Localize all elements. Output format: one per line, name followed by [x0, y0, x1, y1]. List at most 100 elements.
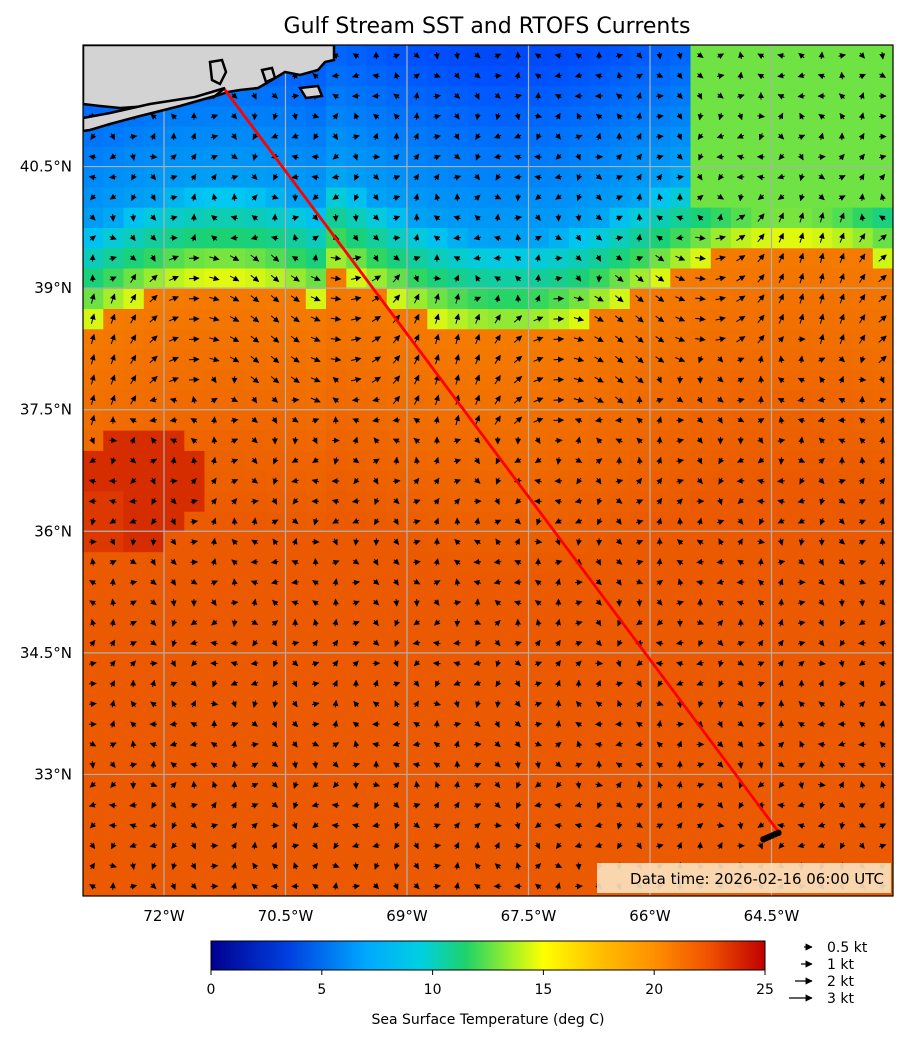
sst-cell [386, 450, 408, 472]
sst-cell [670, 794, 692, 816]
sst-cell [569, 713, 590, 735]
x-tick-label: 70.5°W [258, 907, 314, 925]
sst-cell [204, 430, 226, 451]
sst-cell [488, 288, 509, 309]
sst-cell [305, 632, 327, 654]
sst-cell [143, 247, 165, 269]
sst-cell [285, 105, 307, 127]
sst-cell [670, 45, 692, 66]
current-vector [756, 498, 765, 505]
sst-cell [326, 105, 347, 127]
sst-cell [467, 855, 489, 877]
sst-cell [265, 207, 287, 228]
sst-cell [123, 733, 145, 755]
sst-cell [184, 105, 206, 127]
sst-cell [690, 450, 712, 472]
sst-cell [670, 774, 692, 796]
sst-cell [710, 369, 732, 391]
sst-cell [852, 227, 874, 249]
sst-cell [407, 470, 428, 492]
sst-cell [305, 511, 327, 532]
quiver-key-label: 0.5 kt [827, 940, 868, 956]
current-vector [554, 437, 563, 444]
sst-cell [771, 247, 793, 269]
sst-cell [488, 328, 509, 350]
sst-cell [245, 105, 266, 127]
current-vector [515, 51, 522, 60]
sst-cell [143, 470, 165, 492]
sst-cell [164, 592, 185, 613]
sst-cell [407, 389, 428, 411]
sst-cell [346, 186, 368, 208]
sst-cell [184, 227, 206, 249]
sst-cell [731, 511, 752, 532]
sst-cell [832, 85, 854, 107]
sst-cell [143, 592, 165, 613]
sst-cell [447, 511, 469, 532]
sst-cell [245, 348, 266, 370]
map-area[interactable]: Data time: 2026-02-16 06:00 UTC [83, 45, 894, 897]
sst-cell [346, 470, 368, 492]
sst-cell [184, 389, 206, 411]
x-tick-label: 64.5°W [744, 907, 800, 925]
sst-cell [407, 288, 428, 309]
sst-cell [143, 490, 165, 512]
sst-cell [528, 632, 550, 654]
sst-cell [508, 288, 530, 309]
sst-cell [812, 430, 833, 451]
sst-cell [184, 166, 206, 188]
sst-cell [508, 652, 530, 674]
sst-cell [447, 267, 469, 289]
sst-cell [670, 65, 692, 87]
sst-cell [386, 855, 408, 877]
sst-cell [204, 551, 226, 573]
sst-cell [346, 166, 368, 188]
current-vector [615, 721, 623, 728]
sst-cell [467, 369, 489, 391]
sst-cell [548, 835, 570, 857]
y-tick-labels: 40.5°N 39°N 37.5°N 36°N 34.5°N 33°N [20, 158, 72, 784]
sst-cell [609, 450, 631, 472]
sst-cell [812, 227, 833, 249]
sst-cell [832, 632, 854, 654]
sst-cell [852, 45, 874, 66]
sst-cell [629, 693, 651, 715]
sst-cell [690, 430, 712, 451]
sst-cell [488, 85, 509, 107]
sst-cell [872, 369, 893, 391]
sst-cell [589, 186, 611, 208]
sst-cell [265, 733, 287, 755]
sst-cell [731, 673, 752, 694]
sst-cell [670, 531, 692, 553]
sst-cell [305, 592, 327, 613]
sst-cell [123, 166, 145, 188]
sst-cell [103, 308, 125, 330]
sst-cell [488, 531, 509, 553]
sst-cell [488, 855, 509, 877]
sst-cell [589, 207, 611, 228]
sst-cell [224, 369, 246, 391]
sst-cell [164, 794, 185, 816]
sst-cell [407, 592, 428, 613]
current-vector [494, 822, 502, 829]
sst-cell [467, 713, 489, 735]
current-vector [170, 478, 178, 485]
sst-cell [245, 855, 266, 877]
sst-cell [872, 450, 893, 472]
sst-cell [812, 207, 833, 228]
sst-cell [832, 288, 854, 309]
sst-cell [427, 592, 449, 613]
sst-cell [710, 693, 732, 715]
sst-cell [285, 612, 307, 634]
sst-cell [609, 105, 631, 127]
sst-cell [366, 571, 388, 593]
sst-cell [629, 409, 651, 431]
sst-cell [751, 754, 773, 776]
sst-cell [508, 247, 530, 269]
current-vector [311, 154, 319, 161]
sst-cell [427, 490, 449, 512]
sst-cell [589, 45, 611, 66]
sst-cell [488, 733, 509, 755]
sst-cell [650, 288, 671, 309]
sst-cell [710, 85, 732, 107]
